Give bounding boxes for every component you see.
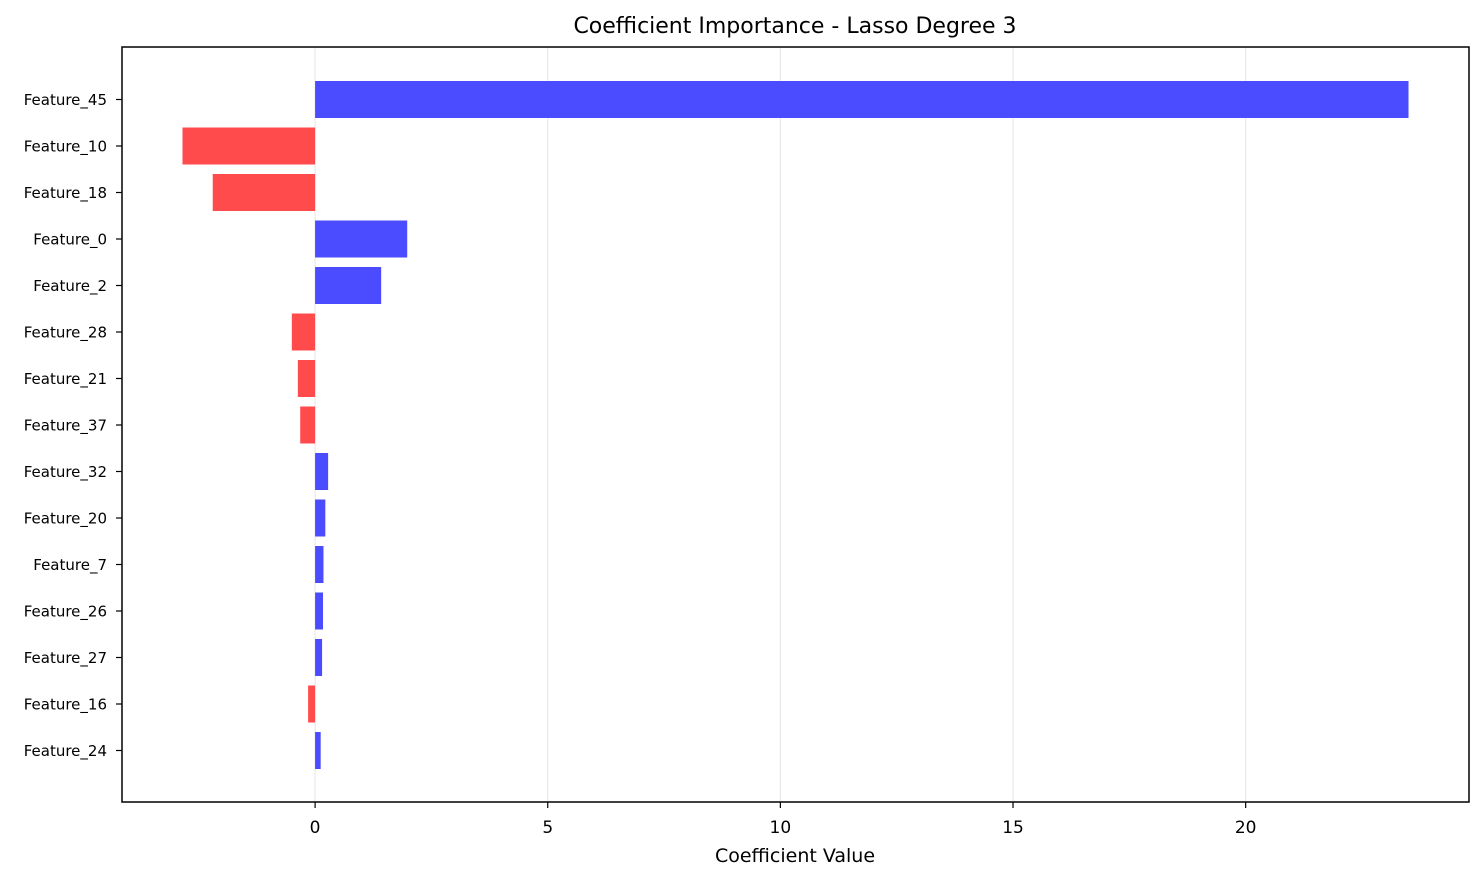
bar-feature-28 — [291, 313, 316, 351]
y-tick-label: Feature_37 — [24, 417, 107, 436]
bar-feature-10 — [182, 127, 316, 165]
y-tick-label: Feature_7 — [33, 556, 107, 575]
y-tick-label: Feature_32 — [24, 463, 107, 482]
y-tick-label: Feature_27 — [24, 649, 107, 668]
x-tick-label: 0 — [310, 818, 321, 838]
bar-feature-7 — [315, 546, 324, 583]
x-tick-label: 5 — [542, 818, 553, 838]
bar-feature-16 — [308, 685, 316, 723]
x-tick-label: 10 — [770, 818, 792, 838]
y-ticks: Feature_45 Feature_10 Feature_18 Feature_0 F… — [24, 91, 122, 761]
y-tick-label: Feature_45 — [24, 91, 107, 110]
plot-frame — [121, 46, 1470, 803]
chart-title: Coefficient Importance - Lasso Degree 3 — [573, 14, 1016, 39]
y-tick-label: Feature_26 — [24, 603, 107, 622]
bar-feature-20 — [315, 499, 326, 537]
y-tick-label: Feature_0 — [33, 231, 107, 250]
y-tick-label: Feature_28 — [24, 324, 107, 343]
bar-feature-18 — [212, 174, 316, 211]
y-tick-label: Feature_20 — [24, 510, 107, 529]
bar-feature-2 — [315, 267, 382, 304]
y-tick-label: Feature_24 — [24, 742, 107, 761]
bar-feature-21 — [297, 360, 316, 397]
y-tick-label: Feature_21 — [24, 370, 107, 389]
x-ticks: 0 5 10 15 20 — [310, 802, 1257, 838]
x-axis-label: Coefficient Value — [715, 845, 875, 867]
x-tick-label: 15 — [1002, 818, 1024, 838]
y-tick-label: Feature_18 — [24, 184, 107, 203]
bar-feature-32 — [315, 453, 329, 490]
bar-feature-26 — [315, 592, 324, 630]
bar-feature-27 — [315, 639, 323, 676]
y-tick-label: Feature_10 — [24, 138, 107, 157]
y-tick-label: Feature_16 — [24, 696, 107, 715]
bar-feature-0 — [315, 220, 408, 258]
bar-feature-37 — [300, 406, 316, 444]
y-tick-label: Feature_2 — [33, 277, 107, 296]
x-tick-label: 20 — [1235, 818, 1257, 838]
bar-feature-45 — [315, 81, 1409, 118]
x-gridlines — [314, 47, 1247, 802]
bars — [182, 81, 1409, 769]
bar-feature-24 — [315, 732, 321, 769]
